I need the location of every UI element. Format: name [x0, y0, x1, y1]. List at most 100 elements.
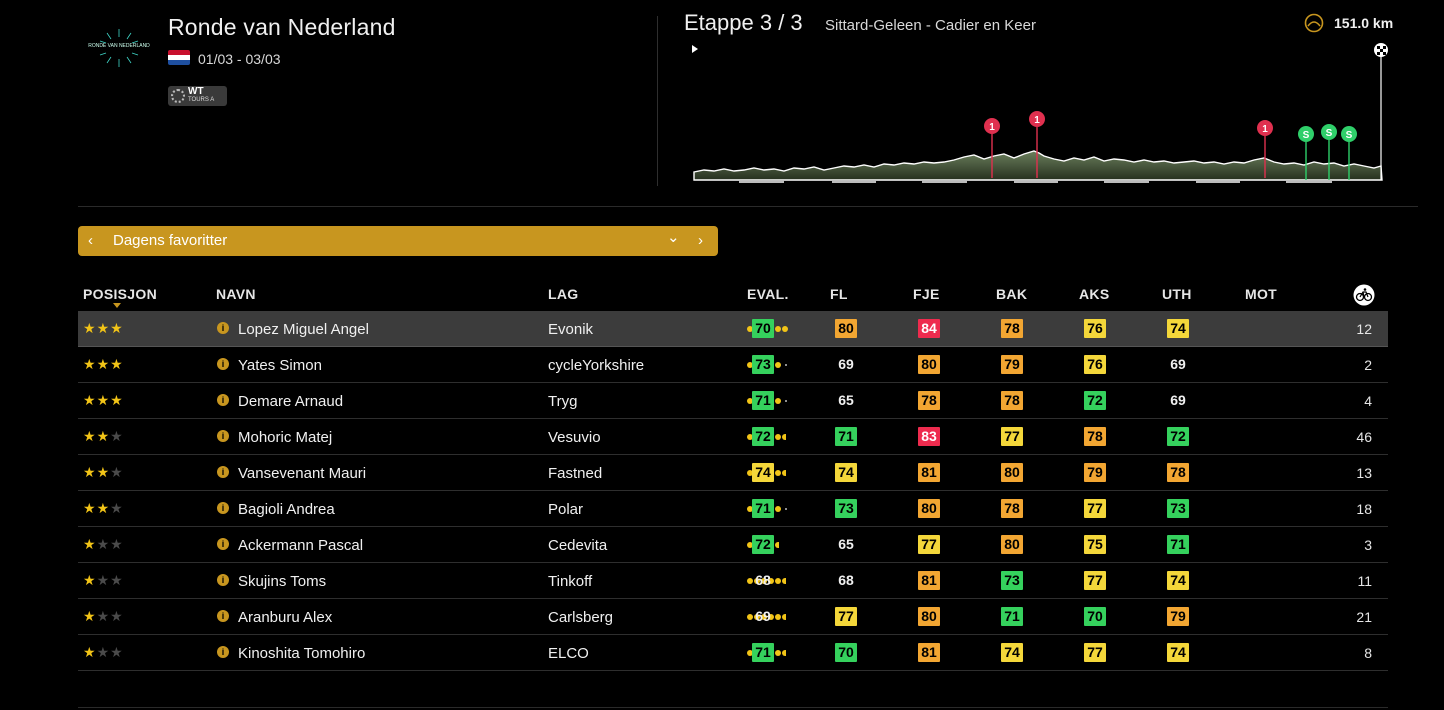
- stat-uth: 77: [1084, 499, 1106, 518]
- table-row[interactable]: ★★★ i Yates Simon cycleYorkshire 73 69 80 79 76 6…: [78, 347, 1388, 383]
- table-row[interactable]: ★★★ i Vansevenant Mauri Fastned 74 74 81 80 79 78…: [78, 455, 1388, 491]
- stat-fl: 68: [755, 572, 771, 588]
- wt-ring-icon: [171, 89, 185, 103]
- rider-team: ELCO: [548, 645, 589, 662]
- race-days-count: 11: [1357, 573, 1372, 589]
- stat-mot: 71: [1167, 535, 1189, 554]
- star-icon: ★: [96, 536, 111, 552]
- rider-team: cycleYorkshire: [548, 357, 645, 374]
- stat-fl: 72: [752, 427, 774, 446]
- info-icon[interactable]: i: [217, 646, 229, 658]
- table-row[interactable]: ★★★ i Demare Arnaud Tryg 71 65 78 78 72 69 4: [78, 383, 1388, 419]
- stat-uth: 79: [1084, 463, 1106, 482]
- stat-bak: 81: [918, 463, 940, 482]
- col-header-name[interactable]: NAVN: [216, 286, 256, 302]
- race-days-count: 8: [1364, 645, 1372, 661]
- eval-dot-icon: [761, 614, 767, 620]
- star-icon: ★: [110, 464, 124, 480]
- eval-dot-icon: [775, 506, 781, 512]
- rider-name[interactable]: Ackermann Pascal: [238, 537, 364, 554]
- stage-profile[interactable]: 1 1 1 S S S: [684, 38, 1394, 188]
- rider-name[interactable]: Vansevenant Mauri: [238, 465, 367, 482]
- rider-team: Tinkoff: [548, 573, 593, 590]
- sprint-marker-label: S: [1346, 130, 1353, 141]
- rider-name[interactable]: Kinoshita Tomohiro: [238, 645, 366, 662]
- stat-bak: 81: [918, 643, 940, 662]
- stat-uth: 72: [1084, 391, 1106, 410]
- info-icon[interactable]: i: [217, 610, 229, 622]
- info-icon[interactable]: i: [217, 574, 229, 586]
- star-icon: ★: [83, 464, 97, 480]
- table-row[interactable]: ★★★ i Skujins Toms Tinkoff 68 68 81 73 77 74 11: [78, 563, 1388, 599]
- table-row[interactable]: ★★★ i Ackermann Pascal Cedevita 72 65 77 80 75 71…: [78, 527, 1388, 563]
- col-header-aks[interactable]: AKS: [1079, 286, 1110, 302]
- stat-uth: 76: [1084, 355, 1106, 374]
- star-icon: ★: [96, 644, 111, 660]
- stat-mot: 73: [1167, 499, 1189, 518]
- sprint-marker[interactable]: S: [1298, 126, 1314, 180]
- col-header-eval[interactable]: EVAL.: [747, 286, 789, 302]
- favorites-selector[interactable]: ‹ Dagens favoritter ⌄ ›: [78, 226, 718, 256]
- sprint-marker[interactable]: S: [1321, 124, 1337, 180]
- eval-dot-icon: [775, 326, 781, 332]
- rider-name[interactable]: Demare Arnaud: [238, 393, 344, 410]
- col-header-bak[interactable]: BAK: [996, 286, 1028, 302]
- rider-name[interactable]: Aranburu Alex: [238, 609, 333, 626]
- table-row[interactable]: ★★★ i Mohoric Matej Vesuvio 72 71 83 77 78 72 46: [78, 419, 1388, 455]
- stat-bak: 84: [918, 319, 940, 338]
- stat-bak: 78: [918, 391, 940, 410]
- info-icon[interactable]: i: [217, 322, 229, 334]
- climb-marker[interactable]: 1: [984, 118, 1000, 178]
- col-header-mot[interactable]: MOT: [1245, 286, 1278, 302]
- rider-name[interactable]: Skujins Toms: [238, 573, 327, 590]
- info-icon[interactable]: i: [217, 394, 229, 406]
- chevron-right-icon[interactable]: ›: [698, 232, 703, 249]
- info-icon[interactable]: i: [217, 538, 229, 550]
- info-icon[interactable]: i: [217, 430, 229, 442]
- table-row[interactable]: ★★★ i Kinoshita Tomohiro ELCO 71 70 81 74 77 74 8: [78, 635, 1388, 671]
- eval-dot-icon: [747, 470, 753, 476]
- header-divider: [657, 16, 658, 186]
- selector-label: Dagens favoritter: [113, 232, 228, 249]
- table-row[interactable]: ★★★ i Bagioli Andrea Polar 71 73 80 78 77 73 18: [78, 491, 1388, 527]
- col-header-fje[interactable]: FJE: [913, 286, 940, 302]
- col-header-fl[interactable]: FL: [830, 286, 848, 302]
- table-row[interactable]: ★★★ i Lopez Miguel Angel Evonik 70 80 84 78 76 74…: [78, 311, 1388, 347]
- info-icon[interactable]: i: [217, 502, 229, 514]
- stat-aks: 78: [1001, 319, 1023, 338]
- eval-half-dot-icon: [782, 650, 786, 656]
- climb-marker[interactable]: 1: [1257, 120, 1273, 178]
- race-title: Ronde van Nederland: [168, 14, 396, 40]
- col-header-team[interactable]: LAG: [548, 286, 579, 302]
- chevron-down-icon[interactable]: ⌄: [667, 229, 680, 246]
- rider-team: Carlsberg: [548, 609, 614, 626]
- rider-name[interactable]: Mohoric Matej: [238, 429, 333, 446]
- star-icon: ★: [83, 392, 97, 408]
- col-header-uth[interactable]: UTH: [1162, 286, 1192, 302]
- section-divider: [78, 206, 1418, 207]
- sprint-marker[interactable]: S: [1341, 126, 1357, 180]
- eval-dot-icon: [775, 470, 781, 476]
- eval-dot-icon: [768, 614, 774, 620]
- stat-mot: 79: [1167, 607, 1189, 626]
- stat-mot: 72: [1167, 427, 1189, 446]
- stat-mot: 74: [1167, 319, 1189, 338]
- rider-name[interactable]: Yates Simon: [238, 357, 322, 374]
- climb-marker[interactable]: 1: [1029, 111, 1045, 178]
- riders-table: ★★★ i Lopez Miguel Angel Evonik 70 80 84 78 76 74…: [78, 311, 1388, 671]
- info-icon[interactable]: i: [217, 466, 229, 478]
- star-icon: ★: [110, 500, 124, 516]
- chevron-left-icon[interactable]: ‹: [88, 232, 93, 249]
- eval-dot-icon: [775, 398, 781, 404]
- races-count-icon[interactable]: [1353, 284, 1375, 306]
- eval-dot-icon: [747, 614, 753, 620]
- stat-bak: 83: [918, 427, 940, 446]
- sort-caret-icon: [113, 303, 121, 308]
- info-icon[interactable]: i: [217, 358, 229, 370]
- rider-name[interactable]: Bagioli Andrea: [238, 501, 335, 518]
- rider-name[interactable]: Lopez Miguel Angel: [238, 321, 369, 338]
- stat-uth: 70: [1084, 607, 1106, 626]
- eval-half-dot-icon: [782, 614, 786, 620]
- table-row[interactable]: ★★★ i Aranburu Alex Carlsberg 69 77 80 71 70 79 21: [78, 599, 1388, 635]
- col-header-position[interactable]: POSISJON: [83, 286, 157, 302]
